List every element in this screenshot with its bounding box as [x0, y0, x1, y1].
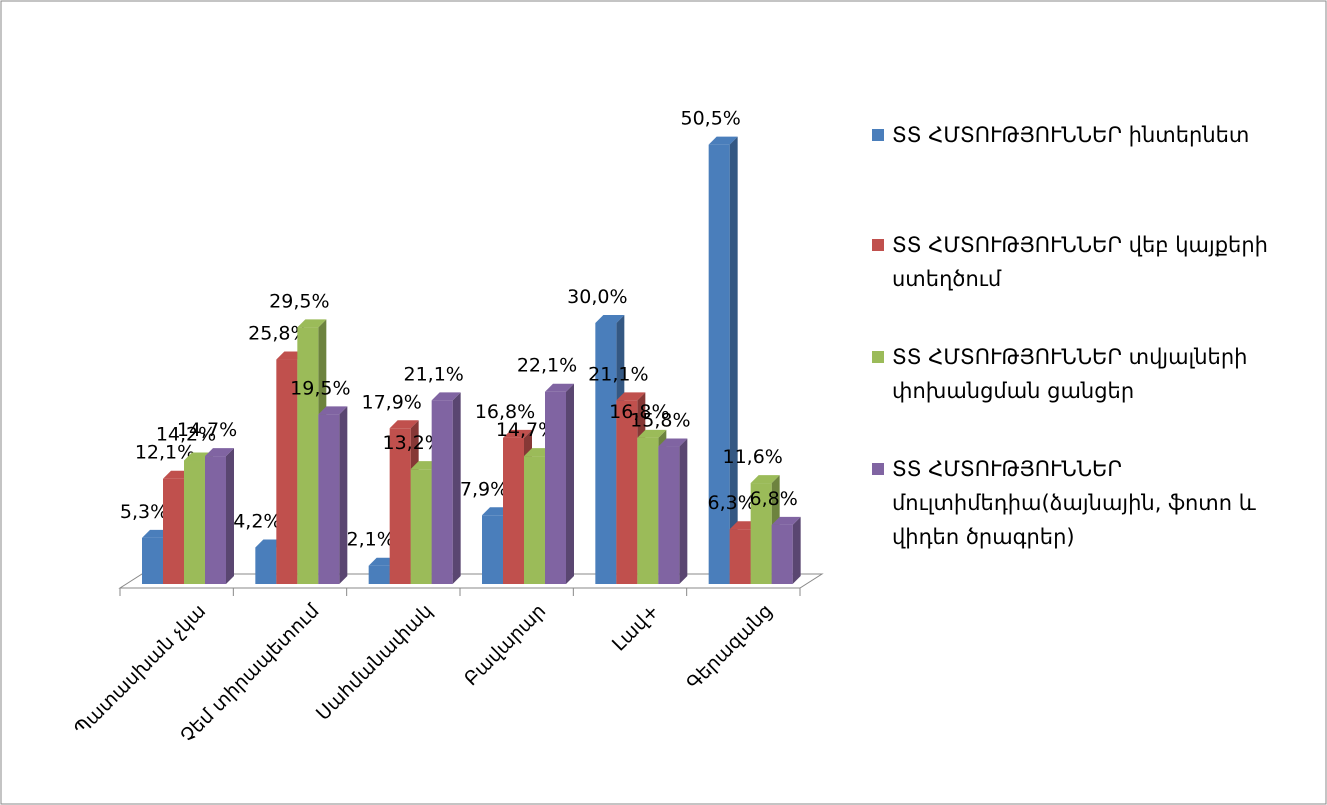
bar-top — [595, 315, 625, 323]
data-label: 14,7% — [177, 419, 237, 441]
legend-item: ՏՏ ՀՄՏՈՒԹՅՈՒՆՆԵՐ մուլտիմեդիա(ձայնային, ֆ… — [872, 452, 1312, 554]
bar-side — [339, 406, 348, 584]
bar — [431, 400, 453, 584]
bar-top — [708, 136, 738, 145]
bar-side — [729, 136, 738, 584]
bar-top — [205, 448, 234, 457]
bar — [545, 391, 566, 584]
data-label: 29,5% — [269, 290, 329, 312]
legend-swatch — [872, 129, 884, 141]
data-label: 21,1% — [588, 363, 648, 385]
bar — [163, 478, 184, 584]
data-label: 6,8% — [750, 488, 798, 510]
bar — [708, 144, 730, 584]
bar-side — [566, 383, 574, 584]
data-label: 7,9% — [460, 478, 508, 500]
bar-top — [616, 392, 646, 401]
bar-top — [750, 475, 780, 484]
bar-side — [452, 392, 461, 584]
data-label: 19,5% — [290, 377, 350, 399]
bar — [637, 437, 659, 584]
data-label: 2,1% — [347, 529, 395, 551]
bar-top — [318, 406, 348, 415]
data-label: 15,8% — [630, 410, 690, 432]
data-label: 14,7% — [496, 419, 556, 441]
data-label: 13,2% — [382, 432, 442, 454]
data-label: 4,2% — [233, 510, 281, 532]
legend-item: ՏՏ ՀՄՏՈՒԹՅՈՒՆՆԵՐ վեբ կայքերի ստեղծում — [872, 228, 1312, 296]
bar-side — [679, 438, 688, 584]
bar-top — [431, 392, 461, 401]
legend-label: ՏՏ ՀՄՏՈՒԹՅՈՒՆՆԵՐ տվյալների փոխանցման ցան… — [892, 345, 1248, 403]
bar — [750, 483, 772, 584]
bar-top — [389, 420, 419, 429]
bar — [276, 359, 298, 584]
legend-swatch — [872, 239, 884, 251]
bar-side — [792, 516, 801, 584]
data-label: 12,1% — [135, 442, 195, 464]
bar — [368, 565, 390, 584]
bar — [729, 529, 751, 584]
bar — [771, 524, 793, 584]
legend-swatch — [872, 351, 884, 363]
legend-label: ՏՏ ՀՄՏՈՒԹՅՈՒՆՆԵՐ ինտերնետ — [892, 123, 1250, 147]
legend-item: ՏՏ ՀՄՏՈՒԹՅՈՒՆՆԵՐ ինտերնետ — [872, 118, 1312, 152]
data-label: 17,9% — [361, 391, 421, 413]
bar — [595, 323, 617, 584]
data-label: 30,0% — [567, 286, 627, 308]
bar — [297, 327, 319, 584]
data-label: 22,1% — [517, 355, 577, 377]
bar — [616, 400, 638, 584]
legend-label: ՏՏ ՀՄՏՈՒԹՅՈՒՆՆԵՐ վեբ կայքերի ստեղծում — [892, 233, 1268, 291]
bar — [142, 537, 163, 584]
legend-label: ՏՏ ՀՄՏՈՒԹՅՈՒՆՆԵՐ մուլտիմեդիա(ձայնային, ֆ… — [892, 457, 1256, 549]
bar — [503, 437, 524, 584]
bar — [255, 547, 277, 584]
data-label: 16,8% — [475, 401, 535, 423]
bar-top — [637, 429, 667, 438]
bar-top — [771, 516, 801, 525]
bar — [205, 456, 226, 584]
data-label: 50,5% — [680, 108, 740, 130]
data-label: 25,8% — [248, 323, 308, 345]
bar-top — [658, 438, 688, 447]
bar-side — [226, 448, 234, 584]
bar-top — [297, 319, 327, 328]
data-label: 6,3% — [708, 492, 756, 514]
data-label: 14,2% — [156, 423, 216, 445]
bar — [318, 414, 340, 584]
data-label: 11,6% — [722, 446, 782, 468]
bar — [184, 460, 205, 584]
bar-top — [503, 429, 532, 438]
legend-swatch — [872, 463, 884, 475]
data-label: 5,3% — [120, 501, 168, 523]
bar-top — [545, 383, 574, 392]
data-label: 16,8% — [609, 401, 669, 423]
data-label: 21,1% — [403, 363, 463, 385]
bar — [524, 456, 545, 584]
bar — [389, 428, 411, 584]
bar — [410, 469, 432, 584]
bar — [482, 515, 503, 584]
bar — [658, 446, 680, 584]
legend-item: ՏՏ ՀՄՏՈՒԹՅՈՒՆՆԵՐ տվյալների փոխանցման ցան… — [872, 340, 1312, 408]
